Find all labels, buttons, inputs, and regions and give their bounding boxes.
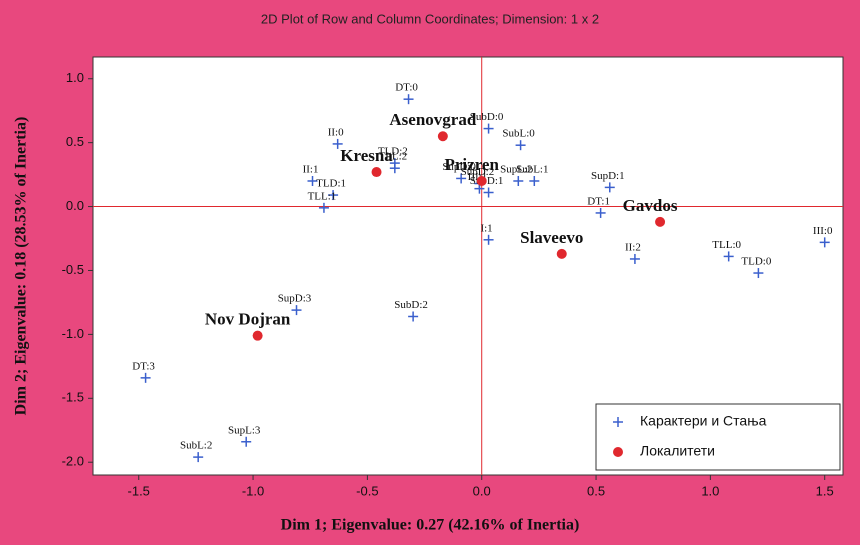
point <box>291 305 302 316</box>
point <box>403 94 414 105</box>
y-axis-label: Dim 2; Eigenvalue: 0.18 (28.53% of Inert… <box>13 117 30 416</box>
point-label: TLL:2 <box>378 151 407 163</box>
point <box>819 237 830 248</box>
point-label: II:2 <box>625 242 641 254</box>
point-label: SubL:2 <box>180 440 212 452</box>
point-label: Nov Dojran <box>205 310 291 329</box>
point <box>556 248 567 259</box>
point <box>483 123 494 134</box>
point-label: SupL:3 <box>228 424 261 436</box>
y-tick-label: 1.0 <box>66 70 84 85</box>
chart-title: 2D Plot of Row and Column Coordinates; D… <box>261 11 599 26</box>
point-label: I:1 <box>480 222 492 234</box>
legend-label: Карактери и Стања <box>640 413 767 429</box>
point <box>328 190 339 201</box>
point-label: II:1 <box>303 164 319 176</box>
point-label: SupL:2 <box>500 164 532 176</box>
point-label: SubL:0 <box>502 128 535 140</box>
point <box>389 163 400 174</box>
point-label: SupD:2 <box>461 166 495 178</box>
point <box>515 140 526 151</box>
x-tick-label: 0.5 <box>587 483 605 498</box>
point-label: Asenovgrad <box>389 110 476 129</box>
point <box>241 436 252 447</box>
point <box>193 452 204 463</box>
point <box>252 330 263 341</box>
y-tick-label: 0.5 <box>66 134 84 149</box>
point-label: Gavdos <box>623 196 678 215</box>
point-label: TLD:2 <box>378 146 408 158</box>
y-tick-label: 0.0 <box>66 198 84 213</box>
point-label: SupD:0 <box>442 161 476 173</box>
point <box>629 253 640 264</box>
point-label: TLD:0 <box>741 256 771 268</box>
point <box>753 268 764 279</box>
point-label: DT:3 <box>132 360 155 372</box>
legend-box <box>595 403 841 471</box>
legend-label: Локалитети <box>640 443 715 459</box>
point <box>483 234 494 245</box>
point <box>655 216 666 227</box>
x-tick-label: -0.5 <box>356 483 378 498</box>
point <box>318 202 329 213</box>
legend-marker <box>613 447 623 457</box>
point-label: TLL:1 <box>308 190 337 202</box>
y-tick-label: -0.5 <box>62 262 84 277</box>
point <box>723 251 734 262</box>
point-label: SubD:0 <box>470 111 504 123</box>
point-label: TLD:1 <box>316 178 346 190</box>
y-tick-label: -2.0 <box>62 454 84 469</box>
point-label: DT:1 <box>587 195 610 207</box>
point <box>483 187 494 198</box>
point-label: DT:0 <box>395 82 418 94</box>
y-tick-label: -1.5 <box>62 390 84 405</box>
point <box>140 372 151 383</box>
point-label: SupD:3 <box>278 293 312 305</box>
point <box>595 207 606 218</box>
point-label: SubL:1 <box>516 164 548 176</box>
legend-marker <box>613 417 623 427</box>
point-label: TLL:0 <box>712 239 741 251</box>
point <box>307 175 318 186</box>
x-tick-label: 0.0 <box>473 483 491 498</box>
point <box>513 175 524 186</box>
x-tick-label: -1.5 <box>128 483 150 498</box>
point <box>529 175 540 186</box>
point-label: II:0 <box>328 126 344 138</box>
point <box>437 131 448 142</box>
x-tick-label: 1.0 <box>701 483 719 498</box>
point-label: SubD:2 <box>394 299 428 311</box>
point-label: Prizren <box>445 155 500 174</box>
y-tick-label: -1.0 <box>62 326 84 341</box>
point <box>408 311 419 322</box>
point <box>371 167 382 178</box>
point-label: III:0 <box>813 225 833 237</box>
point <box>332 138 343 149</box>
x-tick-label: -1.0 <box>242 483 264 498</box>
point <box>604 182 615 193</box>
point-label: Kresna <box>340 146 393 165</box>
point-label: Slaveevo <box>520 228 583 247</box>
x-tick-label: 1.5 <box>816 483 834 498</box>
x-axis-label: Dim 1; Eigenvalue: 0.27 (42.16% of Inert… <box>281 517 580 534</box>
point <box>456 173 467 184</box>
point-label: SupD:1 <box>591 170 625 182</box>
point <box>476 175 487 186</box>
